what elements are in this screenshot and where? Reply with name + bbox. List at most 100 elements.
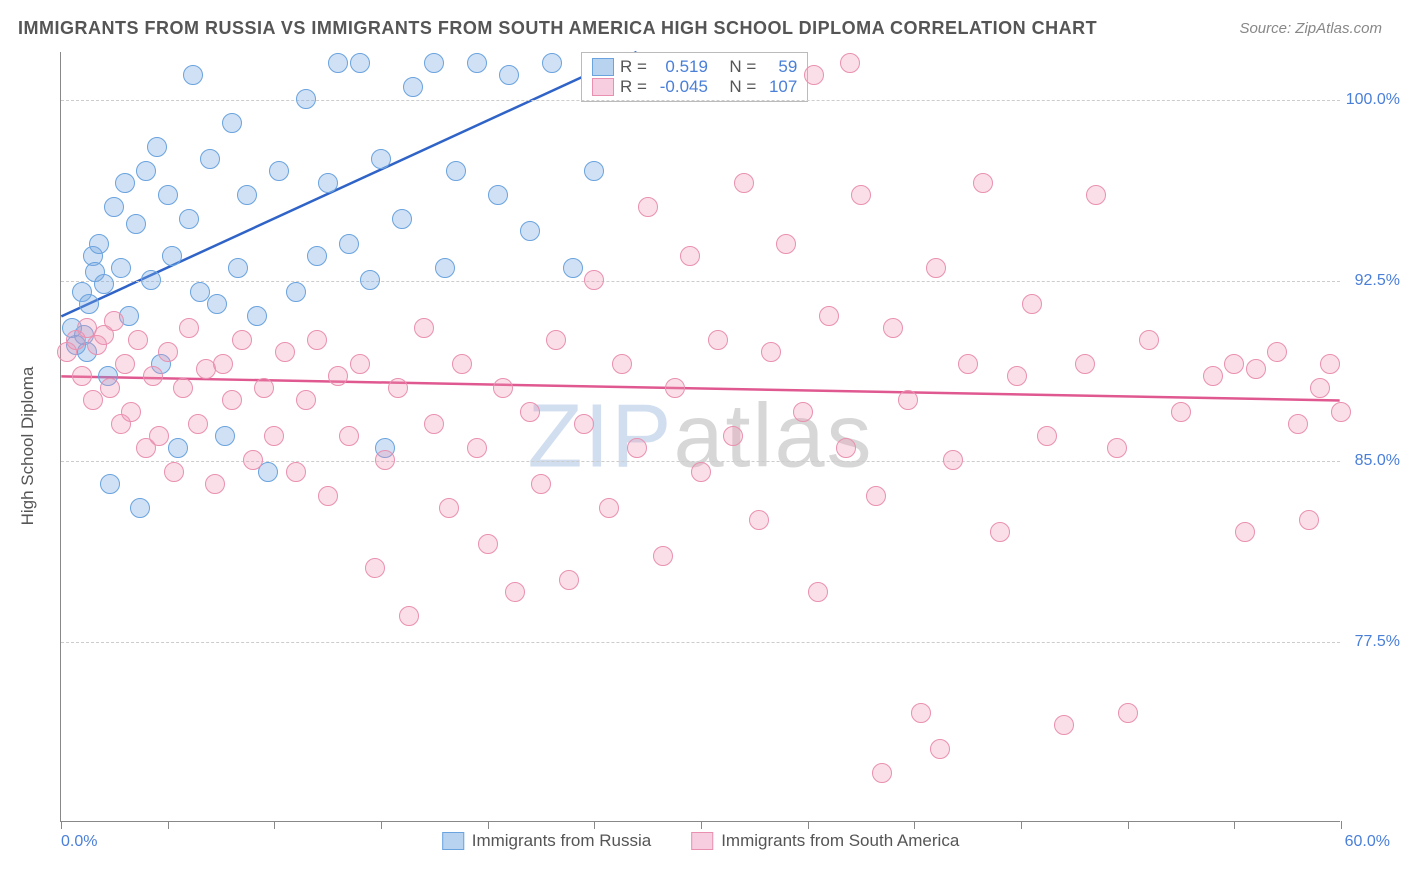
data-point [776,234,796,254]
data-point [819,306,839,326]
trend-lines [61,52,1340,821]
data-point [365,558,385,578]
data-point [296,390,316,410]
data-point [213,354,233,374]
data-point [1224,354,1244,374]
y-tick-label: 100.0% [1345,91,1400,109]
data-point [286,462,306,482]
data-point [79,294,99,314]
data-point [563,258,583,278]
data-point [808,582,828,602]
data-point [183,65,203,85]
data-point [973,173,993,193]
data-point [911,703,931,723]
data-point [1171,402,1191,422]
data-point [883,318,903,338]
data-point [104,311,124,331]
data-point [584,161,604,181]
data-point [958,354,978,374]
data-point [680,246,700,266]
data-point [247,306,267,326]
data-point [1203,366,1223,386]
data-point [499,65,519,85]
data-point [100,378,120,398]
data-point [136,161,156,181]
data-point [307,330,327,350]
data-point [286,282,306,302]
data-point [104,197,124,217]
data-point [542,53,562,73]
plot-area: ZIPatlas R =0.519 N =59R =-0.045 N =107 … [60,52,1340,822]
data-point [1118,703,1138,723]
data-point [1267,342,1287,362]
data-point [371,149,391,169]
data-point [493,378,513,398]
data-point [1037,426,1057,446]
data-point [531,474,551,494]
data-point [205,474,225,494]
legend-series-label: Immigrants from South America [721,831,959,851]
data-point [307,246,327,266]
gridline [61,642,1340,643]
data-point [836,438,856,458]
data-point [793,402,813,422]
data-point [478,534,498,554]
data-point [414,318,434,338]
data-point [840,53,860,73]
data-point [574,414,594,434]
data-point [143,366,163,386]
y-tick-label: 92.5% [1345,272,1400,290]
data-point [665,378,685,398]
legend-swatch [592,58,614,76]
data-point [173,378,193,398]
data-point [559,570,579,590]
data-point [612,354,632,374]
data-point [749,510,769,530]
legend-row: R =-0.045 N =107 [592,77,797,97]
data-point [424,53,444,73]
chart-title: IMMIGRANTS FROM RUSSIA VS IMMIGRANTS FRO… [18,18,1097,39]
data-point [111,258,131,278]
data-point [328,366,348,386]
data-point [222,113,242,133]
legend-swatch [691,832,713,850]
data-point [222,390,242,410]
data-point [439,498,459,518]
data-point [851,185,871,205]
data-point [723,426,743,446]
data-point [488,185,508,205]
data-point [275,342,295,362]
x-tick [808,821,809,829]
data-point [435,258,455,278]
data-point [1246,359,1266,379]
legend-swatch [442,832,464,850]
data-point [1107,438,1127,458]
legend-r-value: 0.519 [653,57,708,77]
data-point [158,342,178,362]
x-tick [1234,821,1235,829]
legend-r-value: -0.045 [653,77,708,97]
data-point [1086,185,1106,205]
data-point [930,739,950,759]
x-tick [274,821,275,829]
data-point [339,234,359,254]
x-tick [61,821,62,829]
data-point [100,474,120,494]
x-axis-max-label: 60.0% [1345,833,1390,851]
legend-n-value: 107 [762,77,797,97]
data-point [872,763,892,783]
x-tick [701,821,702,829]
stats-legend: R =0.519 N =59R =-0.045 N =107 [581,52,808,102]
data-point [296,89,316,109]
source-label: Source: ZipAtlas.com [1239,20,1382,37]
data-point [141,270,161,290]
x-tick [168,821,169,829]
data-point [228,258,248,278]
data-point [520,402,540,422]
data-point [94,274,114,294]
data-point [1235,522,1255,542]
data-point [158,185,178,205]
legend-row: R =0.519 N =59 [592,57,797,77]
data-point [128,330,148,350]
data-point [121,402,141,422]
